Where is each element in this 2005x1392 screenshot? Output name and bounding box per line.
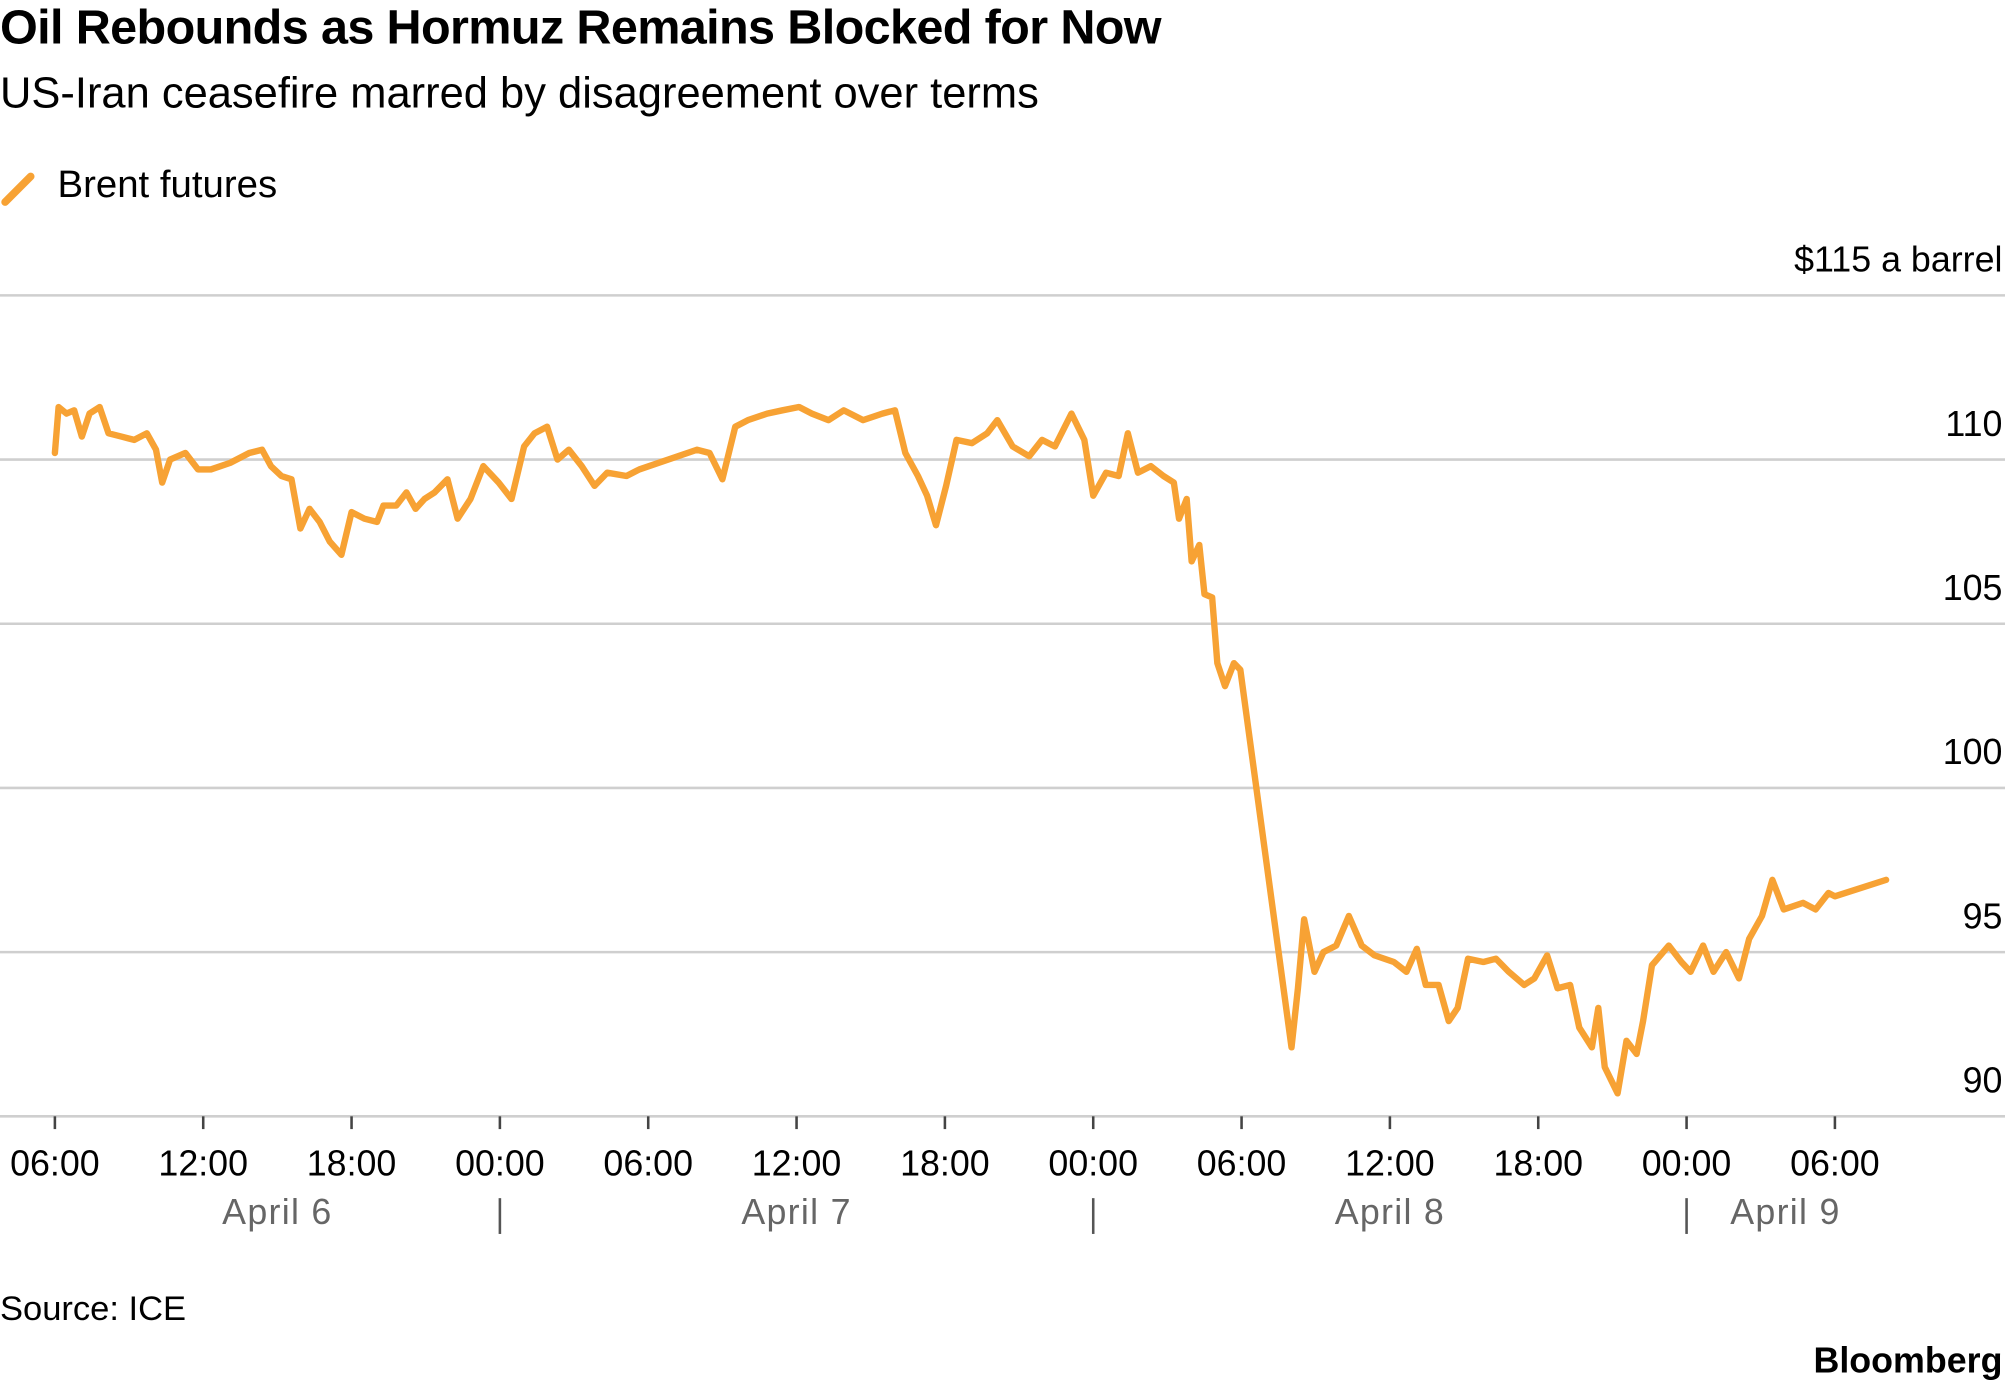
x-tick-label: 06:00 [603, 1144, 693, 1184]
legend-label: Brent futures [58, 163, 278, 206]
chart-title: Oil Rebounds as Hormuz Remains Blocked f… [0, 1, 1162, 55]
legend-swatch [1, 172, 35, 206]
x-tick-label: 18:00 [307, 1144, 397, 1184]
source: Source: ICE [0, 1290, 186, 1328]
data-line [51, 403, 1890, 1097]
y-tick-label: 100 [1943, 732, 2003, 772]
x-tick-label: 18:00 [1493, 1144, 1583, 1184]
day-label: April 6 [222, 1192, 332, 1232]
y-tick-label: 110 [1945, 404, 2002, 444]
x-tick-label: 00:00 [455, 1144, 545, 1184]
day-label: April 7 [741, 1192, 851, 1232]
y-tick-label: $115 a barrel [1794, 240, 2002, 280]
x-tick-label: 06:00 [10, 1144, 100, 1184]
x-tick-label: 12:00 [752, 1144, 842, 1184]
y-tick-label: 95 [1963, 896, 2003, 936]
brand: Bloomberg [1814, 1341, 2003, 1381]
day-label: April 9 [1730, 1192, 1840, 1232]
x-tick-label: 06:00 [1197, 1144, 1287, 1184]
chart-subtitle: US-Iran ceasefire marred by disagreement… [0, 69, 1039, 117]
x-tick-label: 00:00 [1642, 1144, 1732, 1184]
x-tick-label: 12:00 [158, 1144, 248, 1184]
y-tick-label: 90 [1963, 1061, 2003, 1101]
x-tick-label: 00:00 [1048, 1144, 1138, 1184]
x-tick-label: 06:00 [1790, 1144, 1880, 1184]
x-tick-label: 12:00 [1345, 1144, 1435, 1184]
x-tick-label: 18:00 [900, 1144, 990, 1184]
y-tick-label: 105 [1943, 568, 2003, 608]
day-label: April 8 [1335, 1192, 1445, 1232]
